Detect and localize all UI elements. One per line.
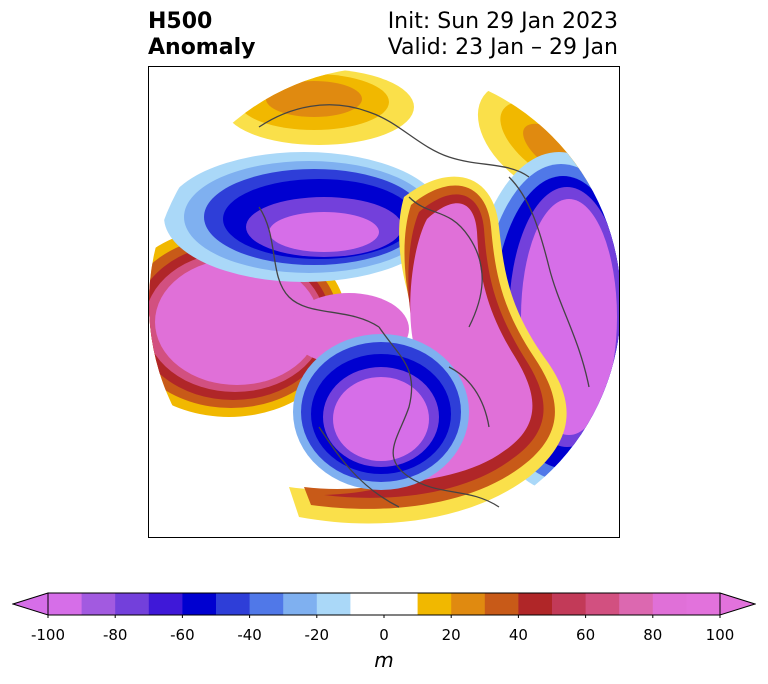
colorbar-cell: [48, 593, 83, 615]
colorbar-under-extension: [12, 592, 49, 616]
colorbar-cell: [148, 593, 183, 615]
colorbar-tick-label: -60: [170, 626, 195, 644]
colorbar-cell: [115, 593, 150, 615]
coastlines: [258, 104, 590, 508]
title-init-date: Init: Sun 29 Jan 2023: [387, 9, 618, 34]
colorbar-tick-label: 80: [643, 626, 663, 644]
colorbar-cell: [216, 593, 251, 615]
colorbar-cell: [350, 593, 385, 615]
colorbar-cell: [81, 593, 116, 615]
map-panel: [148, 66, 620, 538]
colorbar-tick-label: -40: [237, 626, 262, 644]
anomaly-field: [149, 69, 619, 524]
colorbar-cell: [417, 593, 452, 615]
colorbar-cell: [451, 593, 486, 615]
colorbar-cell: [283, 593, 318, 615]
colorbar-cell: [249, 593, 284, 615]
siberia-negative-anomaly: [164, 152, 444, 282]
title-field: Anomaly: [148, 35, 256, 60]
colorbar-cell: [686, 593, 721, 615]
north-america-negative-anomaly: [293, 334, 469, 490]
anomaly-map: [149, 69, 619, 524]
colorbar-tick-label: 0: [379, 626, 389, 644]
colorbar-cell: [182, 593, 217, 615]
colorbar-cell: [585, 593, 620, 615]
colorbar-cell: [619, 593, 654, 615]
colorbar-cell: [552, 593, 587, 615]
colorbar-unit-label: m: [374, 648, 394, 672]
colorbar-cell: [484, 593, 519, 615]
colorbar-tick-label: 20: [441, 626, 461, 644]
colorbar-tick-label: 40: [508, 626, 528, 644]
colorbar-tick-label: -80: [102, 626, 128, 644]
colorbar-over-extension: [719, 592, 756, 616]
title-left: H500 Anomaly: [148, 9, 255, 61]
colorbar-cell: [518, 593, 553, 615]
east-asia-positive-anomaly: [224, 69, 414, 145]
colorbar-cell: [384, 593, 419, 615]
colorbar-cell: [652, 593, 687, 615]
title-variable: H500: [148, 9, 213, 34]
colorbar: [12, 592, 756, 618]
colorbar-tick-label: 60: [576, 626, 596, 644]
title-valid-range: Valid: 23 Jan – 29 Jan: [387, 35, 618, 60]
colorbar-tick-label: -100: [30, 626, 66, 644]
colorbar-cell: [316, 593, 351, 615]
colorbar-tick-label: -20: [304, 626, 330, 644]
colorbar-tick-label: 100: [705, 626, 735, 644]
title-right: Init: Sun 29 Jan 2023 Valid: 23 Jan – 29…: [388, 9, 618, 61]
